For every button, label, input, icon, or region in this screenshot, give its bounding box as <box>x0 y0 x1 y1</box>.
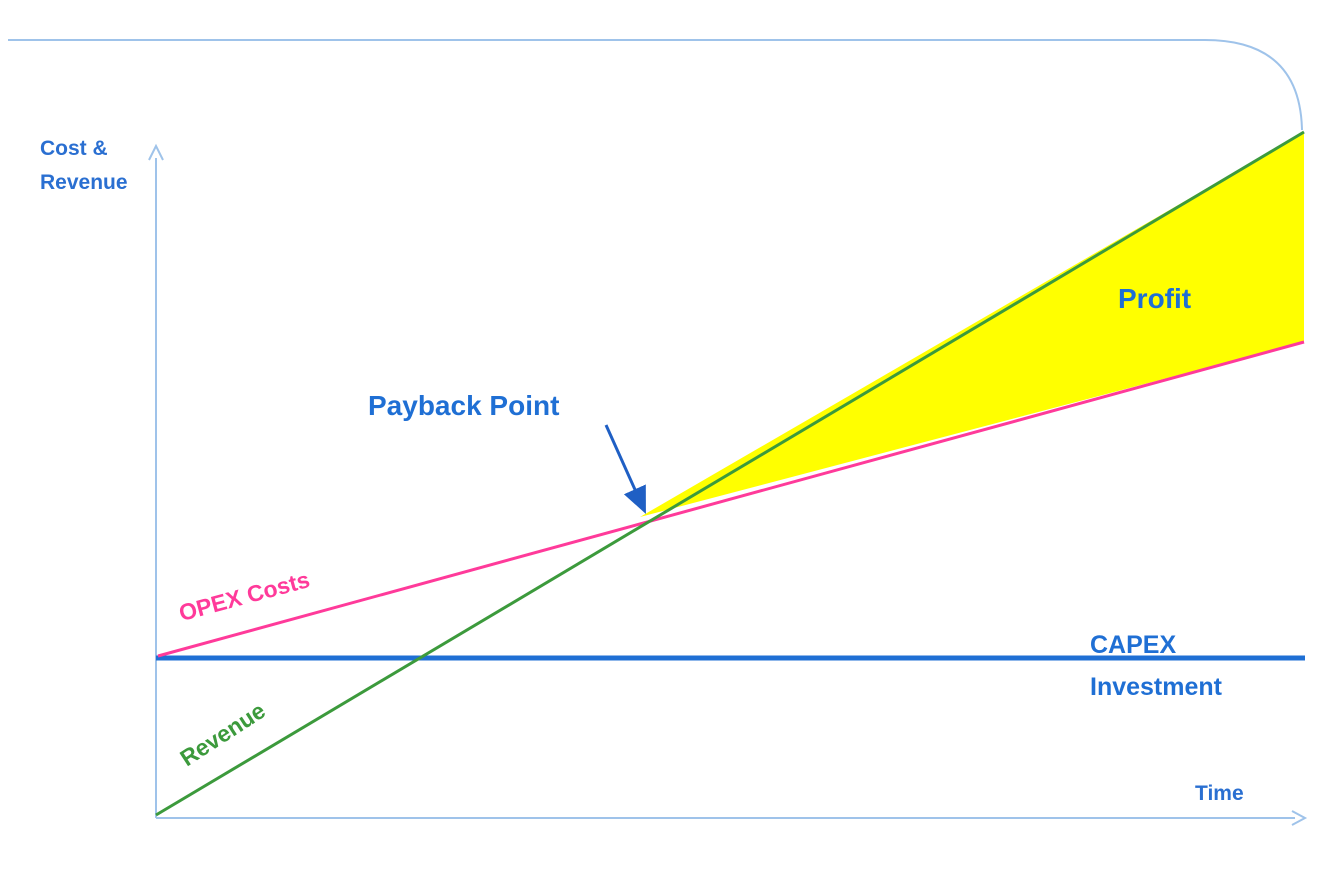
revenue-line <box>155 130 1305 817</box>
profit-area <box>640 132 1304 517</box>
top-frame-line <box>8 39 1303 131</box>
payback-arrow-icon <box>604 424 646 514</box>
x-axis-label: Time <box>1195 782 1244 805</box>
capex-label: CAPEX Investment <box>1090 624 1222 708</box>
profit-label: Profit <box>1118 283 1192 314</box>
opex-line <box>157 340 1305 658</box>
payback-point-label: Payback Point <box>368 390 560 421</box>
y-axis-label-line1: Cost & <box>40 137 108 160</box>
capex-label-line1: CAPEX <box>1090 631 1177 659</box>
y-axis-label-line2: Revenue <box>40 171 128 194</box>
y-axis-label: Cost & Revenue <box>40 132 128 200</box>
y-axis-arrow-icon <box>148 143 164 161</box>
x-axis-arrow-icon <box>1291 810 1308 826</box>
capex-label-line2: Investment <box>1090 673 1222 701</box>
